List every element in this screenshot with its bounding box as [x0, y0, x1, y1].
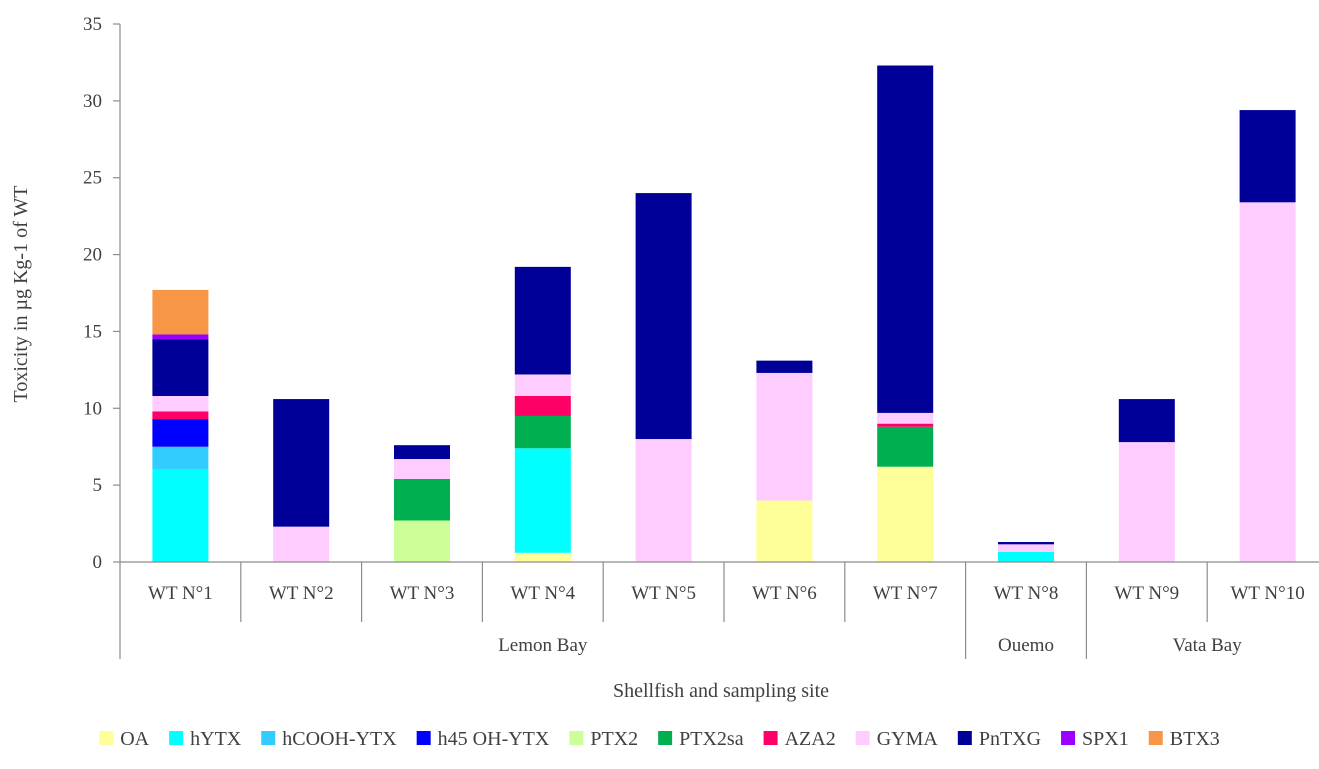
x-axis-title: Shellfish and sampling site [613, 680, 829, 702]
bar-segment-btx3 [152, 289, 209, 335]
legend-item-hytx: hYTX [169, 728, 242, 750]
bar-segment-aza2 [152, 411, 209, 420]
legend-label: SPX1 [1082, 728, 1129, 750]
bar-segment-aza2 [877, 423, 934, 427]
legend-swatch [569, 731, 584, 745]
bar-segment-hytx [998, 552, 1054, 562]
legend-label: hCOOH-YTX [282, 728, 397, 750]
legend-swatch [261, 731, 276, 745]
bar-segment-gyma [394, 459, 450, 479]
legend-label: PTX2 [590, 728, 638, 750]
legend-item-ptx2sa: PTX2sa [658, 728, 744, 750]
bar-segment-ptx2sa [877, 426, 934, 467]
x-tick-label: WT N°10 [1230, 583, 1304, 604]
y-tick-label: 25 [83, 168, 102, 189]
legend-label: h45 OH-YTX [438, 728, 550, 750]
x-tick-label: WT N°7 [873, 583, 938, 604]
x-axis: WT N°1 WT N°2 WT N°3 WT N°4 WT N°5 WT N°6 WT N… [119, 561, 1319, 659]
bar-segment-gyma [1118, 442, 1175, 562]
y-axis: 0 5 10 15 20 25 30 35 [83, 14, 121, 573]
bar-segment-pntxg [635, 193, 692, 440]
legend-item-aza2: AZA2 [763, 728, 836, 750]
legend-swatch [416, 731, 431, 745]
y-tick-label: 20 [83, 245, 102, 266]
legend-item-h45-oh-ytx: h45 OH-YTX [416, 728, 550, 750]
legend-swatch [169, 731, 184, 745]
legend-swatch [99, 731, 114, 745]
x-tick-label: WT N°3 [390, 583, 455, 604]
bar-segment-pntxg [273, 399, 330, 527]
legend-label: OA [120, 728, 149, 750]
legend-label: GYMA [877, 728, 939, 750]
legend-swatch [855, 731, 870, 745]
y-axis-title: Toxicity in µg Kg-1 of WT [10, 186, 32, 403]
legend-item-hcooh-ytx: hCOOH-YTX [261, 728, 397, 750]
bar-segment-pntxg [756, 360, 813, 373]
bar-segment-pntxg [152, 339, 209, 396]
bar-segment-gyma [1239, 202, 1296, 562]
bar-segment-gyma [998, 544, 1054, 553]
bar-segment-spx1 [152, 334, 209, 340]
legend-item-ptx2: PTX2 [569, 728, 638, 750]
legend-swatch [763, 731, 778, 745]
legend-swatch [957, 731, 972, 745]
x-tick-label: WT N°8 [994, 583, 1059, 604]
x-group-label: Ouemo [998, 635, 1054, 656]
legend-swatch [658, 731, 673, 745]
x-tick-label: WT N°1 [148, 583, 213, 604]
legend-label: PTX2sa [679, 728, 744, 750]
bar-segment-ptx2sa [394, 478, 450, 521]
bar-segment-pntxg [1118, 399, 1175, 443]
bar-segment-pntxg [1239, 110, 1296, 203]
bars [152, 65, 1296, 562]
y-tick-label: 30 [83, 91, 102, 112]
bar-segment-pntxg [877, 65, 934, 413]
bar-segment-pntxg [998, 542, 1054, 545]
bar-segment-hytx [152, 469, 209, 562]
bar-segment-pntxg [394, 445, 450, 460]
legend-item-pntxg: PnTXG [957, 728, 1041, 750]
y-tick-label: 15 [83, 321, 102, 342]
x-group-label: Lemon Bay [498, 635, 588, 656]
bar-segment-ptx2 [394, 520, 450, 562]
bar-segment-h45-oh-ytx [152, 419, 209, 447]
legend-item-gyma: GYMA [855, 728, 939, 750]
legend-label: PnTXG [979, 728, 1041, 750]
y-tick-label: 10 [83, 398, 102, 419]
bar-segment-oa [877, 466, 934, 562]
bar-segment-gyma [756, 372, 813, 501]
bar-segment-oa [756, 500, 813, 562]
x-tick-label: WT N°9 [1114, 583, 1179, 604]
bar-segment-oa [514, 552, 571, 562]
bar-segment-aza2 [514, 395, 571, 416]
x-tick-label: WT N°4 [510, 583, 575, 604]
x-group-label: Vata Bay [1173, 635, 1243, 656]
y-tick-label: 5 [93, 475, 103, 496]
legend-label: hYTX [190, 728, 242, 750]
x-tick-label: WT N°6 [752, 583, 817, 604]
bar-segment-pntxg [514, 266, 571, 375]
x-tick-label: WT N°5 [631, 583, 696, 604]
legend-swatch [1148, 731, 1163, 745]
legend-item-btx3: BTX3 [1148, 728, 1220, 750]
bar-segment-gyma [514, 374, 571, 396]
bar-segment-hytx [514, 448, 571, 553]
bar-segment-hcooh-ytx [152, 446, 209, 470]
legend-label: BTX3 [1170, 728, 1220, 750]
legend-item-spx1: SPX1 [1061, 728, 1129, 750]
legend-item-oa: OA [99, 728, 150, 750]
bar-segment-gyma [877, 412, 934, 424]
bar-segment-gyma [273, 526, 330, 562]
legend-swatch [1061, 731, 1076, 745]
x-tick-label: WT N°2 [269, 583, 334, 604]
bar-segment-ptx2sa [514, 415, 571, 449]
legend: OA hYTX hCOOH-YTX h45 OH-YTX PTX2 PTX2sa AZA2 G… [99, 728, 1220, 750]
bar-segment-gyma [635, 439, 692, 562]
legend-label: AZA2 [785, 728, 836, 750]
y-tick-label: 35 [83, 14, 102, 35]
y-tick-label: 0 [93, 552, 103, 573]
bar-segment-gyma [152, 395, 209, 412]
